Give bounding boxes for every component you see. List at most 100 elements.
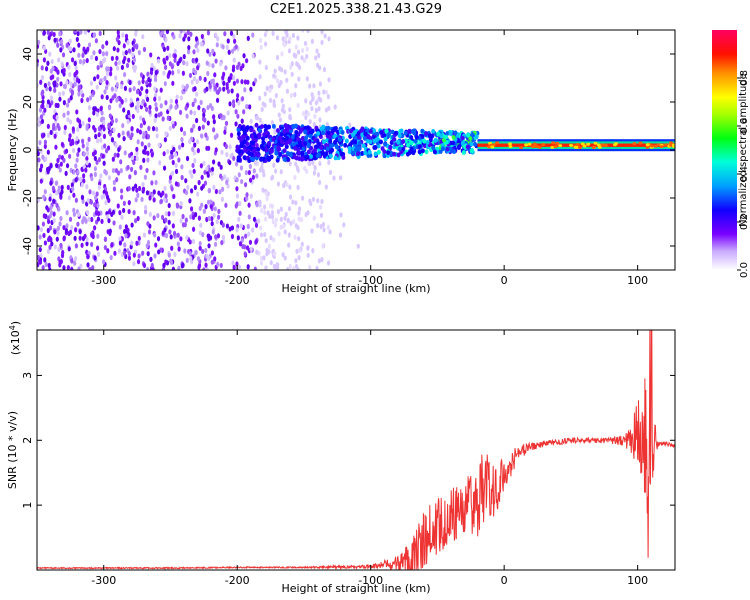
heatmap-cell xyxy=(169,258,173,264)
heatmap-cell xyxy=(53,37,57,43)
heatmap-cell xyxy=(170,170,175,176)
heatmap-cell xyxy=(72,169,76,175)
heatmap-cell xyxy=(64,228,69,234)
heatmap-cell xyxy=(362,135,367,141)
heatmap-cell xyxy=(102,133,107,139)
heatmap-cell xyxy=(303,165,307,171)
heatmap-cell xyxy=(301,30,305,33)
heatmap-cell xyxy=(296,102,300,109)
heatmap-cell xyxy=(122,43,126,49)
heatmap-cell xyxy=(135,150,139,157)
heatmap-cell xyxy=(186,184,190,190)
heatmap-cell xyxy=(320,257,324,263)
heatmap-cell xyxy=(53,244,57,250)
heatmap-cell xyxy=(116,30,120,36)
heatmap-cell xyxy=(393,130,398,136)
heatmap-cell xyxy=(232,33,236,39)
heatmap-cell xyxy=(246,223,250,230)
heatmap-cell xyxy=(296,62,300,68)
heatmap-cell xyxy=(194,43,198,49)
heatmap-cell xyxy=(289,220,293,226)
heatmap-cell xyxy=(347,146,352,151)
heatmap-cell xyxy=(194,57,199,63)
heatmap-cell xyxy=(310,128,315,134)
heatmap-cell xyxy=(228,144,232,150)
heatmap-cell xyxy=(353,129,358,135)
heatmap-cell xyxy=(301,146,306,152)
heatmap-cell xyxy=(405,151,410,157)
heatmap-cell xyxy=(214,234,218,240)
heatmap-cell xyxy=(551,141,556,145)
snr-ticks: -300 -200 -100 0 100 1 2 3 xyxy=(21,330,675,587)
heatmap-cell xyxy=(569,143,574,147)
heatmap-cell xyxy=(173,152,178,158)
heatmap-cell xyxy=(363,150,368,156)
heatmap-cell xyxy=(417,144,422,150)
heatmap-cell xyxy=(74,243,78,249)
heatmap-cell xyxy=(109,98,113,104)
heatmap-cell xyxy=(43,107,47,113)
heatmap-cell xyxy=(146,134,151,140)
heatmap-cell xyxy=(310,92,314,98)
heatmap-cell xyxy=(74,197,78,203)
heatmap-cell xyxy=(113,250,117,256)
heatmap-cell xyxy=(136,103,140,109)
heatmap-cell xyxy=(263,123,268,129)
heatmap-cell xyxy=(332,175,336,181)
x-tick-label: 100 xyxy=(627,574,648,587)
heatmap-cell xyxy=(237,264,242,270)
heatmap-cell xyxy=(555,141,560,145)
heatmap-cell xyxy=(60,61,64,67)
y-tick-label: -40 xyxy=(21,237,34,255)
heatmap-cell xyxy=(139,115,143,121)
heatmap-cell xyxy=(295,136,300,142)
heatmap-cell xyxy=(275,128,280,133)
heatmap-cell xyxy=(439,133,444,139)
heatmap-cell xyxy=(383,136,388,142)
heatmap-cell xyxy=(249,86,253,92)
colorbar-ticks: 0.0 0.2 0.4 0.6 0.8 xyxy=(737,70,750,278)
heatmap-cell xyxy=(235,227,239,233)
heatmap-cell xyxy=(104,190,109,197)
heatmap-cell xyxy=(112,46,116,52)
heatmap-cell xyxy=(85,123,89,129)
heatmap-cell xyxy=(127,255,132,261)
heatmap-cell xyxy=(89,199,94,205)
heatmap-cell xyxy=(142,157,146,163)
heatmap-marks xyxy=(37,30,675,270)
heatmap-cell xyxy=(48,235,52,241)
heatmap-cell xyxy=(145,243,149,249)
heatmap-cell xyxy=(127,208,131,215)
heatmap-cell xyxy=(82,215,86,222)
heatmap-cell xyxy=(383,142,388,147)
heatmap-cell xyxy=(279,216,283,222)
heatmap-cell xyxy=(191,214,196,220)
heatmap-cell xyxy=(143,102,147,108)
x-tick-label: 100 xyxy=(627,274,648,287)
heatmap-cell xyxy=(49,95,54,101)
heatmap-cell xyxy=(245,104,249,110)
heatmap-cell xyxy=(43,240,48,246)
heatmap-cell xyxy=(202,160,206,167)
heatmap-cell xyxy=(37,43,40,49)
heatmap-cell xyxy=(179,200,183,207)
heatmap-cell xyxy=(277,146,282,152)
heatmap-cell xyxy=(77,52,81,58)
heatmap-cell xyxy=(308,83,312,89)
heatmap-cell xyxy=(257,132,262,138)
heatmap-cell xyxy=(40,118,45,124)
heatmap-cell xyxy=(166,45,170,51)
heatmap-cell xyxy=(283,123,288,128)
heatmap-cell xyxy=(597,145,602,149)
heatmap-cell xyxy=(249,193,253,199)
heatmap-cell xyxy=(189,127,194,133)
heatmap-cell xyxy=(97,126,101,132)
heatmap-cell xyxy=(154,179,158,186)
heatmap-cell xyxy=(285,77,289,83)
heatmap-cell xyxy=(120,214,124,220)
heatmap-cell xyxy=(240,118,244,124)
heatmap-cell xyxy=(291,199,295,205)
heatmap-cell xyxy=(38,234,42,240)
heatmap-cell xyxy=(165,30,170,35)
heatmap-cell xyxy=(222,80,226,86)
